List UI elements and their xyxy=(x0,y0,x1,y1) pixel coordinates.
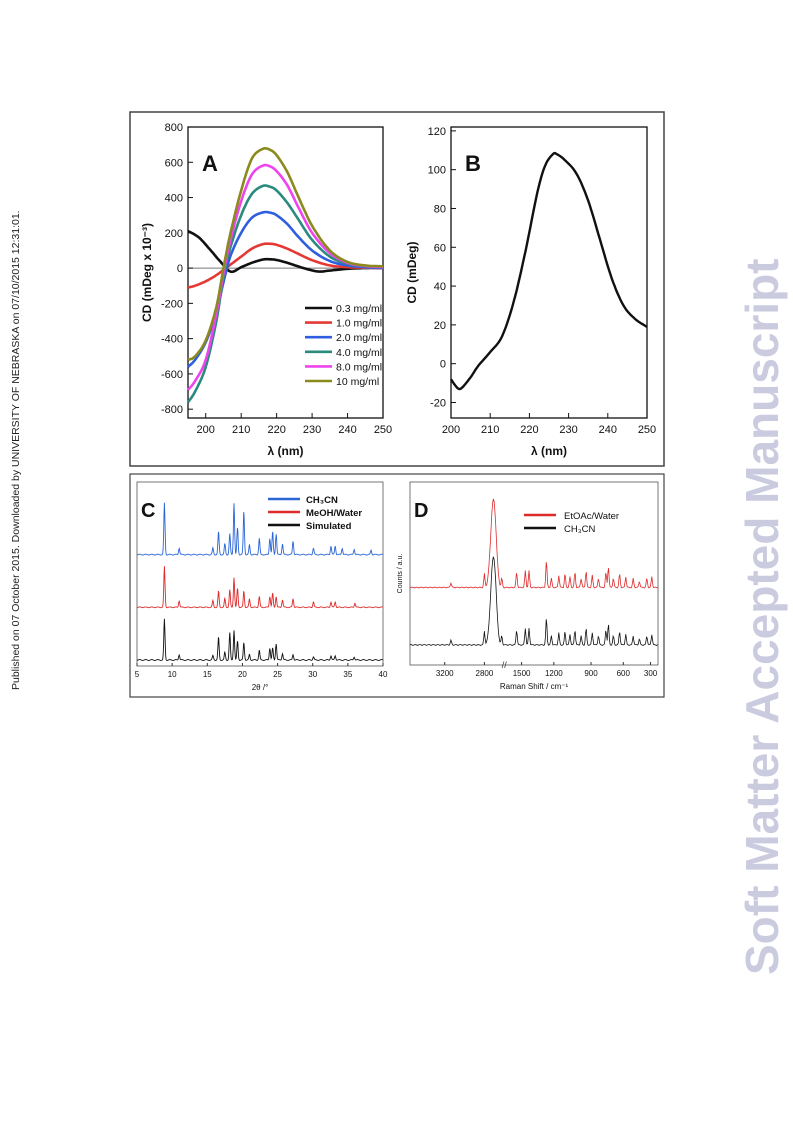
x-tick-label: 600 xyxy=(617,669,631,678)
legend-label: 10 mg/ml xyxy=(336,376,379,388)
y-tick-label: -20 xyxy=(430,397,446,409)
y-tick-label: 40 xyxy=(434,281,446,293)
y-tick-label: 80 xyxy=(434,203,446,215)
series-line xyxy=(187,210,384,368)
x-tick-label: 220 xyxy=(520,424,538,436)
series-line xyxy=(187,242,383,289)
spectrum-line xyxy=(409,498,658,589)
pattern-line xyxy=(136,502,384,556)
manuscript-watermark: Soft Matter Accepted Manuscript xyxy=(736,258,788,975)
legend-label: CH₃CN xyxy=(306,495,338,506)
x-tick-label: 15 xyxy=(203,670,212,679)
y-tick-label: 0 xyxy=(177,263,183,275)
legend-label: CH₃CN xyxy=(564,524,595,535)
x-tick-label: 210 xyxy=(481,424,499,436)
series-line xyxy=(449,151,648,391)
series-line xyxy=(186,184,383,403)
x-axis-label: λ (nm) xyxy=(268,444,304,458)
x-tick-label: 2800 xyxy=(476,669,494,678)
x-tick-label: 40 xyxy=(379,670,388,679)
legend-label: EtOAc/Water xyxy=(564,511,619,522)
x-tick-label: 10 xyxy=(168,670,177,679)
x-tick-label: 250 xyxy=(638,424,656,436)
x-tick-label: 230 xyxy=(303,424,321,436)
panel-label-c: C xyxy=(141,500,155,522)
x-tick-label: 1200 xyxy=(545,669,563,678)
x-tick-label: 210 xyxy=(232,424,250,436)
legend-label: MeOH/Water xyxy=(306,508,362,519)
plot-area xyxy=(409,481,659,666)
y-tick-label: 20 xyxy=(434,320,446,332)
y-tick-label: 200 xyxy=(165,228,183,240)
x-tick-label: 200 xyxy=(197,424,215,436)
y-tick-label: -200 xyxy=(161,298,183,310)
y-tick-label: 100 xyxy=(428,165,446,177)
plot-area xyxy=(136,481,384,667)
y-axis-label: CD (mDeg) xyxy=(405,241,419,303)
y-tick-label: 800 xyxy=(165,122,183,134)
series-line xyxy=(187,147,383,362)
x-tick-label: 3200 xyxy=(436,669,454,678)
x-tick-label: 25 xyxy=(273,670,282,679)
legend-label: 1.0 mg/ml xyxy=(336,318,382,330)
x-tick-label: 250 xyxy=(374,424,392,436)
panel-a-cd-concentration: 200 210 220 230 240 250 800 600 400 200 0 -200 -400 -… xyxy=(140,122,392,458)
watermark-text: Soft Matter Accepted Manuscript xyxy=(736,258,788,975)
x-tick-label: 1500 xyxy=(513,669,531,678)
x-tick-label: 240 xyxy=(338,424,356,436)
panel-c-xrd-patterns: 5 10 15 20 25 30 35 40 2θ /° C CH₃CN MeOH/Water Simu… xyxy=(135,481,388,692)
series-line xyxy=(187,229,383,274)
plot-area xyxy=(450,126,648,419)
x-axis-label: λ (nm) xyxy=(531,444,567,458)
figure-frame-bottom xyxy=(129,473,665,698)
pattern-line xyxy=(136,566,384,609)
plot-area xyxy=(187,126,384,419)
panel-label-d: D xyxy=(414,500,428,522)
panel-label-a: A xyxy=(202,151,218,176)
y-tick-label: 600 xyxy=(165,157,183,169)
y-tick-label: -600 xyxy=(161,369,183,381)
x-axis-label: 2θ /° xyxy=(252,683,269,692)
x-axis-label: Raman Shift / cm⁻¹ xyxy=(500,682,569,691)
x-tick-label: 230 xyxy=(559,424,577,436)
y-tick-label: -800 xyxy=(161,404,183,416)
spectrum-line xyxy=(409,556,658,646)
x-tick-label: 240 xyxy=(599,424,617,436)
series-line xyxy=(187,163,384,391)
pattern-line xyxy=(136,618,384,661)
x-tick-label: 20 xyxy=(238,670,247,679)
x-tick-label: 30 xyxy=(308,670,317,679)
download-note: Published on 07 October 2015. Downloaded… xyxy=(10,210,22,690)
panel-d-raman-spectra: 3200 2800 1500 1200 900 600 300 // Raman Shift /… xyxy=(397,481,659,691)
x-tick-label: 300 xyxy=(644,669,658,678)
legend-label: 0.3 mg/ml xyxy=(336,303,382,315)
y-tick-label: 60 xyxy=(434,242,446,254)
legend-label: Simulated xyxy=(306,521,352,532)
figure-frame-top xyxy=(129,111,665,467)
axis-break-mark: // xyxy=(502,660,508,670)
y-tick-label: -400 xyxy=(161,334,183,346)
y-tick-label: 0 xyxy=(440,359,446,371)
x-tick-label: 5 xyxy=(135,670,140,679)
y-axis-label: Counts / a.u. xyxy=(397,554,404,594)
y-tick-label: 120 xyxy=(428,126,446,138)
x-tick-label: 200 xyxy=(442,424,460,436)
panel-label-b: B xyxy=(465,151,481,176)
legend-label: 2.0 mg/ml xyxy=(336,332,382,344)
download-note-text: Published on 07 October 2015. Downloaded… xyxy=(10,210,22,690)
y-axis-label: CD (mDeg x 10⁻³) xyxy=(140,223,154,322)
x-tick-label: 900 xyxy=(584,669,598,678)
x-tick-label: 35 xyxy=(343,670,352,679)
legend-label: 4.0 mg/ml xyxy=(336,347,382,359)
legend-label: 8.0 mg/ml xyxy=(336,361,382,373)
y-tick-label: 400 xyxy=(165,193,183,205)
x-tick-label: 220 xyxy=(267,424,285,436)
